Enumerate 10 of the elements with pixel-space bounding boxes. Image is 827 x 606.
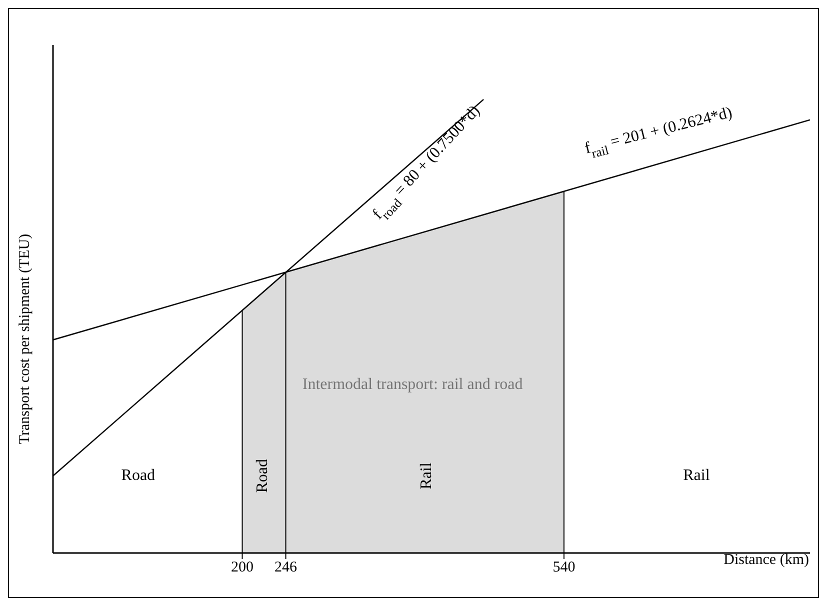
x-tick-label: 200	[231, 560, 254, 576]
annotation: Road	[254, 459, 271, 493]
x-axis-title: Distance (km)	[724, 552, 809, 568]
annotation: Road	[121, 466, 156, 484]
x-tick-label: 540	[552, 560, 576, 576]
x-tick-label: 246	[274, 560, 298, 576]
annotation: Intermodal transport: rail and road	[302, 376, 523, 393]
annotation: Rail	[683, 466, 710, 484]
annotation: Rail	[417, 462, 434, 490]
y-axis-title: Transport cost per shipment (TEU)	[17, 234, 33, 444]
